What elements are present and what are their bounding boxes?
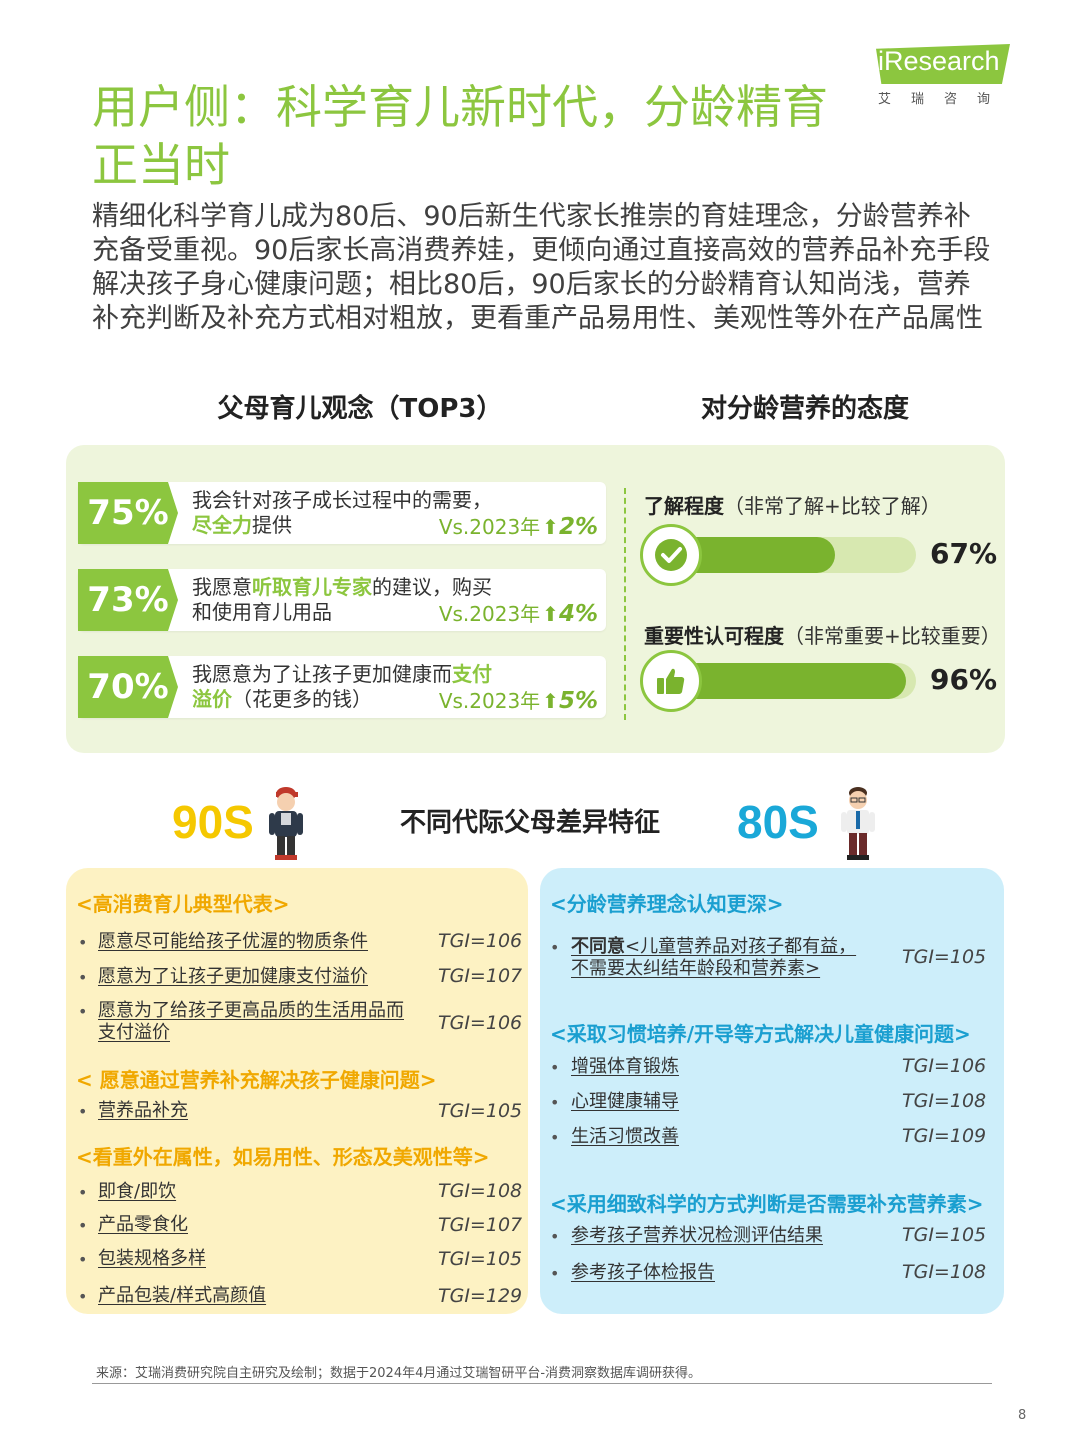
page-number: 8	[1018, 1408, 1027, 1423]
older-parent-figure-icon	[838, 782, 878, 866]
gen-80-item: 增强体育锻炼	[571, 1056, 679, 1077]
thumbs-up-icon	[640, 650, 702, 712]
concept-text: 我会针对孩子成长过程中的需要，尽全力提供	[192, 488, 492, 537]
concept-highlight: 听取育儿专家	[252, 575, 372, 599]
gen-90-tgi: TGI=105	[438, 1100, 523, 1122]
bullet: •	[78, 933, 88, 952]
gen-90-item: 愿意为了给孩子更高品质的生活用品而支付溢价	[98, 1000, 404, 1043]
bullet: •	[78, 1183, 88, 1202]
gen-80-item: 不同意<儿童营养品对孩子都有益，不需要太纠结年龄段和营养素>	[571, 936, 857, 979]
gen-90-item: 营养品补充	[98, 1100, 188, 1121]
attitude-value: 96%	[930, 663, 998, 696]
concept-highlight: 尽全力	[192, 513, 252, 537]
bullet: •	[550, 1264, 560, 1283]
concept-row: 73% 我愿意听取育儿专家的建议，购买和使用育儿用品 Vs.2023年 ⬆4%	[78, 569, 606, 631]
gen-90-tgi: TGI=129	[438, 1285, 523, 1307]
gen-90-tgi: TGI=107	[438, 1214, 523, 1236]
bullet: •	[78, 1287, 88, 1306]
attitude-bar	[670, 663, 916, 699]
gen-80-item: 参考孩子体检报告	[571, 1262, 715, 1283]
gen-90-tgi: TGI=108	[438, 1180, 523, 1202]
gen-90-item: 包装规格多样	[98, 1248, 206, 1269]
check-icon	[640, 524, 702, 586]
attitude-bar	[670, 537, 916, 573]
bullet: •	[550, 1227, 560, 1246]
gen-90-item: 产品包装/样式高颜值	[98, 1285, 267, 1306]
concept-text: 我愿意为了让孩子更加健康而支付溢价（花更多的钱）	[192, 662, 492, 711]
bullet: •	[78, 968, 88, 987]
gen-90-item: 愿意为了让孩子更加健康支付溢价	[98, 966, 368, 987]
bullet: •	[550, 1058, 560, 1077]
young-parent-figure-icon	[266, 782, 306, 866]
page-title: 用户侧：科学育儿新时代，分龄精育正当时	[92, 80, 828, 192]
gen-80-tgi: TGI=105	[902, 1224, 987, 1246]
gen-90-card	[66, 868, 528, 1314]
generation-title: 不同代际父母差异特征	[399, 808, 660, 838]
concept-highlight: 支付溢价	[192, 662, 492, 711]
bullet: •	[550, 1128, 560, 1147]
panel-divider	[624, 488, 626, 720]
gen-90-label: 90S	[172, 796, 254, 848]
attitude-label: 了解程度（非常了解+比较了解）	[644, 494, 941, 518]
bullet: •	[550, 1093, 560, 1112]
gen-80-category: <采用细致科学的方式判断是否需要补充营养素>	[550, 1192, 984, 1216]
gen-80-category: <分龄营养理念认知更深>	[550, 892, 784, 916]
up-arrow-icon: ⬆	[542, 515, 559, 539]
gen-80-tgi: TGI=109	[902, 1125, 987, 1147]
gen-90-tgi: TGI=105	[438, 1248, 523, 1270]
logo-badge	[876, 44, 1010, 84]
concept-row: 70% 我愿意为了让孩子更加健康而支付溢价（花更多的钱） Vs.2023年 ⬆5%	[78, 656, 606, 718]
bullet: •	[78, 1002, 88, 1021]
gen-90-category: <看重外在属性，如易用性、形态及美观性等>	[76, 1145, 490, 1169]
intro-paragraph: 精细化科学育儿成为80后、90后新生代家长推崇的育娃理念，分龄营养补充备受重视。…	[92, 201, 991, 334]
attitude-value: 67%	[930, 537, 998, 570]
gen-80-label: 80S	[737, 796, 819, 848]
bullet: •	[78, 1102, 88, 1121]
gen-80-tgi: TGI=108	[902, 1090, 987, 1112]
concept-percent: 75%	[78, 482, 178, 544]
iresearch-logo: iResearch 艾瑞咨询	[872, 40, 1022, 110]
bullet: •	[78, 1250, 88, 1269]
attitude-heading: 对分龄营养的态度	[700, 394, 909, 424]
gen-90-item: 产品零食化	[98, 1214, 188, 1235]
concept-row: 75% 我会针对孩子成长过程中的需要，尽全力提供 Vs.2023年 ⬆2%	[78, 482, 606, 544]
up-arrow-icon: ⬆	[542, 602, 559, 626]
gen-80-tgi: TGI=105	[902, 946, 987, 968]
bullet: •	[550, 938, 560, 957]
source-note: 来源：艾瑞消费研究院自主研究及绘制；数据于2024年4月通过艾瑞智研平台-消费洞…	[96, 1366, 702, 1381]
gen-90-tgi: TGI=106	[438, 930, 523, 952]
attitude-bar-fill	[670, 663, 907, 699]
concept-vs: Vs.2023年 ⬆5%	[438, 688, 598, 714]
gen-80-item: 心理健康辅导	[571, 1091, 679, 1112]
gen-90-item: 愿意尽可能给孩子优渥的物质条件	[98, 931, 368, 952]
gen-90-category: <高消费育儿典型代表>	[76, 892, 290, 916]
gen-90-category: < 愿意通过营养补充解决孩子健康问题>	[76, 1068, 437, 1092]
logo-cn-name: 艾瑞咨询	[878, 92, 1011, 107]
concept-vs: Vs.2023年 ⬆2%	[438, 514, 598, 540]
gen-80-tgi: TGI=106	[902, 1055, 987, 1077]
gen-90-tgi: TGI=106	[438, 1012, 523, 1034]
concept-percent: 73%	[78, 569, 178, 631]
concept-vs: Vs.2023年 ⬆4%	[438, 601, 598, 627]
gen-90-item: 即食/即饮	[98, 1181, 177, 1202]
gen-90-tgi: TGI=107	[438, 965, 523, 987]
bullet: •	[78, 1216, 88, 1235]
logo-brand: iResearch	[878, 46, 1000, 76]
concept-text: 我愿意听取育儿专家的建议，购买和使用育儿用品	[192, 575, 492, 624]
up-arrow-icon: ⬆	[542, 689, 559, 713]
gen-80-tgi: TGI=108	[902, 1261, 987, 1283]
concepts-heading: 父母育儿观念（TOP3）	[217, 394, 503, 424]
gen-80-item: 生活习惯改善	[571, 1126, 679, 1147]
gen-80-category: <采取习惯培养/开导等方式解决儿童健康问题>	[550, 1022, 971, 1046]
concept-percent: 70%	[78, 656, 178, 718]
footer-divider	[92, 1383, 992, 1384]
gen-80-item: 参考孩子营养状况检测评估结果	[571, 1225, 823, 1246]
attitude-label: 重要性认可程度（非常重要+比较重要）	[644, 624, 1001, 648]
gen-80-card	[540, 868, 1004, 1314]
